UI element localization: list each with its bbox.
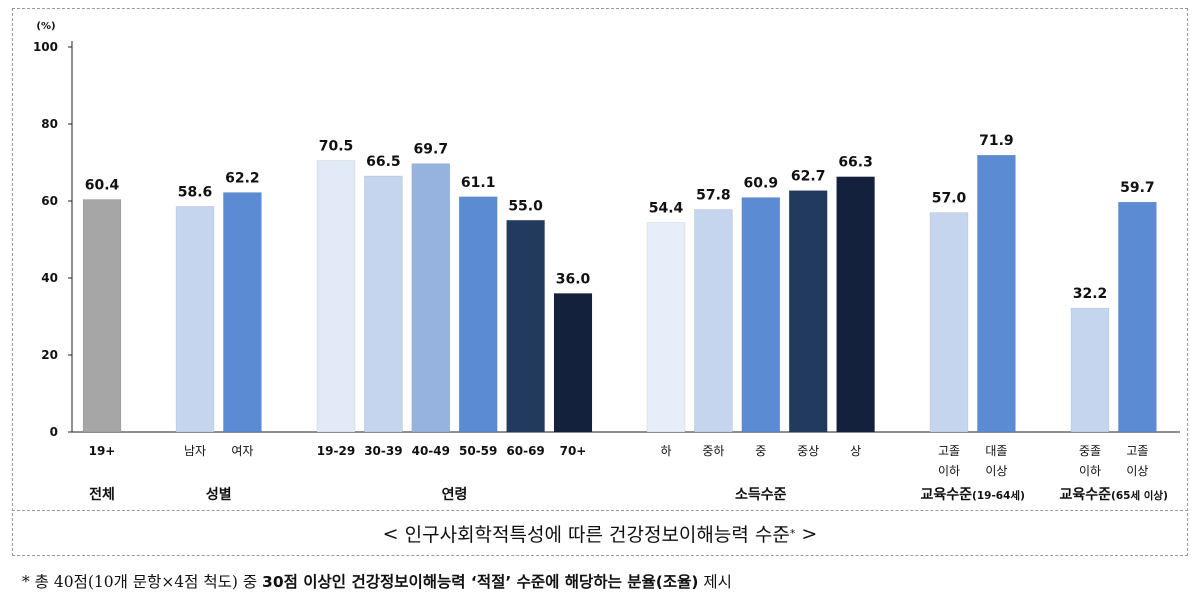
bar — [836, 176, 875, 433]
footnote-part1: * 총 40점(10개 문항×4점 척도) 중 — [22, 573, 263, 591]
x-tick-label: 60-69 — [506, 444, 544, 458]
bar-value-label: 54.4 — [649, 201, 684, 217]
bar — [929, 212, 969, 433]
x-tick-label: 고졸 — [1126, 444, 1148, 458]
footnote-part3: 제시 — [698, 573, 732, 591]
bar-value-label: 61.1 — [461, 175, 496, 191]
bar-value-label: 71.9 — [979, 133, 1014, 149]
bar-value-label: 60.9 — [744, 176, 779, 192]
y-axis-unit: (%) — [36, 21, 55, 32]
bar — [1070, 307, 1110, 433]
bar-value-label: 60.4 — [85, 177, 120, 193]
x-tick-label: 중상 — [797, 444, 819, 458]
group-sublabel: (65세 이상) — [1111, 489, 1168, 502]
x-tick-label: 이상 — [985, 464, 1007, 478]
caption-close: > — [801, 522, 818, 545]
caption-mark: * — [789, 527, 796, 540]
bar-value-label: 66.3 — [838, 155, 873, 171]
bar — [223, 192, 262, 433]
bar-value-label: 59.7 — [1120, 180, 1155, 196]
x-tick-label: 중졸 — [1079, 444, 1101, 458]
bar-value-label: 32.2 — [1073, 286, 1108, 302]
bar — [458, 196, 498, 433]
group-label: 교육수준(19-64세) — [921, 487, 1025, 503]
group-label: 소득수준 — [735, 487, 787, 503]
y-tick-label: 40 — [41, 271, 58, 285]
x-tick-label: 고졸 — [938, 444, 960, 458]
bar-value-label: 58.6 — [178, 184, 213, 200]
x-tick-label: 상 — [850, 444, 861, 458]
x-tick-label: 19+ — [89, 444, 116, 458]
bar — [694, 209, 733, 433]
footnote-part2: 30점 이상인 건강정보이해능력 ‘적절’ 수준에 해당하는 분율(조율) — [262, 573, 699, 591]
x-tick-label: 하 — [660, 444, 671, 458]
x-tick-label: 중 — [755, 444, 766, 458]
x-tick-label: 남자 — [184, 444, 206, 458]
x-tick-label: 30-39 — [364, 444, 402, 458]
bar-value-label: 69.7 — [414, 142, 449, 158]
chart-bars — [82, 154, 1157, 433]
bar-value-label: 62.2 — [225, 171, 260, 187]
bar — [411, 163, 451, 433]
bar — [364, 175, 403, 433]
y-tick-label: 60 — [41, 194, 58, 208]
bar-value-label: 36.0 — [556, 271, 591, 287]
bar-value-label: 57.0 — [932, 191, 967, 207]
bar-value-label: 70.5 — [319, 139, 354, 155]
x-tick-label: 대졸 — [985, 444, 1007, 458]
chart-frame — [12, 8, 1188, 556]
bar — [553, 293, 593, 433]
group-label: 교육수준(65세 이상) — [1060, 487, 1168, 503]
bar — [506, 219, 545, 433]
y-tick-label: 20 — [41, 348, 58, 362]
bar — [977, 154, 1016, 433]
bar — [175, 206, 215, 433]
bar-value-label: 66.5 — [366, 154, 401, 170]
y-tick-label: 80 — [41, 117, 58, 131]
x-tick-label: 이하 — [1079, 464, 1101, 478]
caption-text: 인구사회학적특성에 따른 건강정보이해능력 수준 — [404, 524, 790, 546]
bar — [741, 197, 781, 433]
x-tick-label: 40-49 — [412, 444, 450, 458]
bar — [1118, 201, 1157, 433]
caption-open: < — [382, 522, 399, 545]
bar — [316, 160, 356, 433]
x-tick-label: 70+ — [560, 444, 587, 458]
x-tick-label: 19-29 — [317, 444, 355, 458]
x-tick-label: 이하 — [938, 464, 960, 478]
group-label: 연령 — [442, 487, 468, 503]
x-tick-label: 중하 — [702, 444, 724, 458]
x-tick-label: 50-59 — [459, 444, 497, 458]
y-tick-label: 0 — [50, 425, 58, 439]
group-sublabel: (19-64세) — [972, 489, 1025, 502]
bar — [788, 190, 828, 433]
bar-value-label: 55.0 — [508, 198, 543, 214]
bar-value-label: 62.7 — [791, 169, 826, 185]
group-label: 전체 — [89, 486, 115, 503]
group-label: 성별 — [206, 486, 232, 503]
x-tick-label: 이상 — [1126, 464, 1148, 478]
x-tick-label: 여자 — [231, 444, 253, 458]
y-tick-label: 100 — [33, 40, 58, 54]
bar — [646, 222, 686, 433]
chart-caption: < 인구사회학적특성에 따른 건강정보이해능력 수준 * > — [12, 510, 1188, 556]
bar — [82, 199, 122, 433]
bar-value-label: 57.8 — [696, 187, 731, 203]
footnote: * 총 40점(10개 문항×4점 척도) 중 30점 이상인 건강정보이해능력… — [22, 570, 732, 592]
